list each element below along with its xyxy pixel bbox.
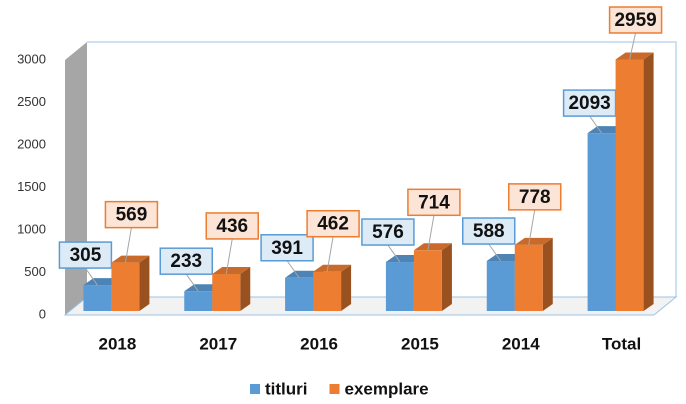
bar-top bbox=[615, 52, 654, 60]
bar bbox=[413, 250, 442, 311]
leader-line bbox=[85, 267, 98, 286]
y-tick-label: 3000 bbox=[17, 51, 46, 66]
floor bbox=[63, 296, 678, 316]
data-label-box bbox=[608, 6, 663, 34]
leader-line bbox=[326, 236, 334, 272]
data-label: 305 bbox=[70, 245, 102, 266]
y-tick-label: 2000 bbox=[17, 136, 46, 151]
data-label-box bbox=[58, 241, 113, 269]
bar bbox=[83, 285, 112, 311]
bar-top bbox=[413, 243, 452, 251]
y-tick-label: 2500 bbox=[17, 94, 46, 109]
x-tick-label: 2015 bbox=[401, 334, 439, 353]
bar-top bbox=[514, 237, 553, 245]
data-label-box bbox=[508, 183, 562, 211]
leader-line bbox=[589, 115, 602, 134]
bar bbox=[385, 262, 414, 311]
bar-side bbox=[542, 237, 553, 311]
leader-line bbox=[286, 260, 300, 279]
data-label-box bbox=[260, 234, 314, 262]
bar bbox=[212, 273, 241, 311]
leader-line bbox=[488, 243, 502, 262]
leader-line bbox=[185, 273, 199, 292]
data-label: 391 bbox=[271, 238, 303, 259]
bar-top bbox=[212, 266, 251, 274]
data-label: 2093 bbox=[568, 93, 610, 114]
x-tick-label: 2017 bbox=[199, 334, 237, 353]
bar bbox=[587, 133, 616, 311]
data-label: 569 bbox=[116, 205, 148, 226]
bar bbox=[313, 271, 342, 311]
legend-label: titluri bbox=[265, 379, 308, 398]
y-tick-label: 0 bbox=[39, 306, 46, 321]
data-label-box bbox=[407, 188, 461, 217]
leader-line bbox=[629, 32, 637, 60]
x-tick-label: Total bbox=[602, 334, 641, 353]
data-label-box bbox=[306, 209, 360, 238]
leader-line bbox=[124, 227, 132, 263]
y-tick-label: 500 bbox=[24, 264, 46, 279]
data-label: 576 bbox=[372, 222, 404, 243]
back-wall bbox=[87, 41, 677, 297]
data-label-box bbox=[104, 200, 159, 229]
bar-side bbox=[643, 52, 654, 312]
leader-line bbox=[528, 209, 536, 245]
legend-swatch bbox=[329, 384, 340, 394]
data-label-box bbox=[205, 212, 259, 240]
data-label-box bbox=[361, 218, 415, 246]
data-label-box bbox=[462, 217, 516, 245]
bar bbox=[486, 261, 515, 311]
leader-line bbox=[427, 215, 435, 251]
bar bbox=[285, 277, 314, 311]
y-tick-label: 1500 bbox=[17, 179, 46, 194]
data-label: 462 bbox=[317, 214, 349, 235]
bar-side bbox=[139, 255, 150, 311]
legend-swatch bbox=[250, 384, 260, 394]
leader-line bbox=[225, 238, 233, 275]
data-label: 436 bbox=[216, 216, 248, 237]
bar bbox=[615, 59, 644, 311]
bar-top bbox=[313, 264, 352, 272]
bar-side bbox=[341, 264, 352, 311]
y-tick-label: 1000 bbox=[17, 221, 46, 236]
side-wall bbox=[65, 42, 87, 315]
data-label: 233 bbox=[170, 251, 202, 272]
bar-side bbox=[441, 243, 452, 311]
data-label: 714 bbox=[418, 192, 450, 213]
x-tick-label: 2018 bbox=[99, 334, 137, 353]
data-label-box bbox=[562, 89, 617, 117]
data-label: 2959 bbox=[614, 10, 656, 31]
bar bbox=[184, 291, 213, 311]
bar bbox=[514, 244, 543, 311]
x-tick-label: 2014 bbox=[502, 334, 540, 353]
x-tick-label: 2016 bbox=[300, 334, 338, 353]
data-label: 588 bbox=[473, 221, 505, 242]
legend-label: exemplare bbox=[345, 379, 429, 398]
leader-line bbox=[387, 244, 401, 263]
bar-top bbox=[111, 255, 150, 263]
data-label-box bbox=[159, 247, 213, 275]
bar-side bbox=[240, 266, 251, 311]
bar bbox=[111, 262, 140, 311]
data-label: 778 bbox=[519, 187, 551, 208]
